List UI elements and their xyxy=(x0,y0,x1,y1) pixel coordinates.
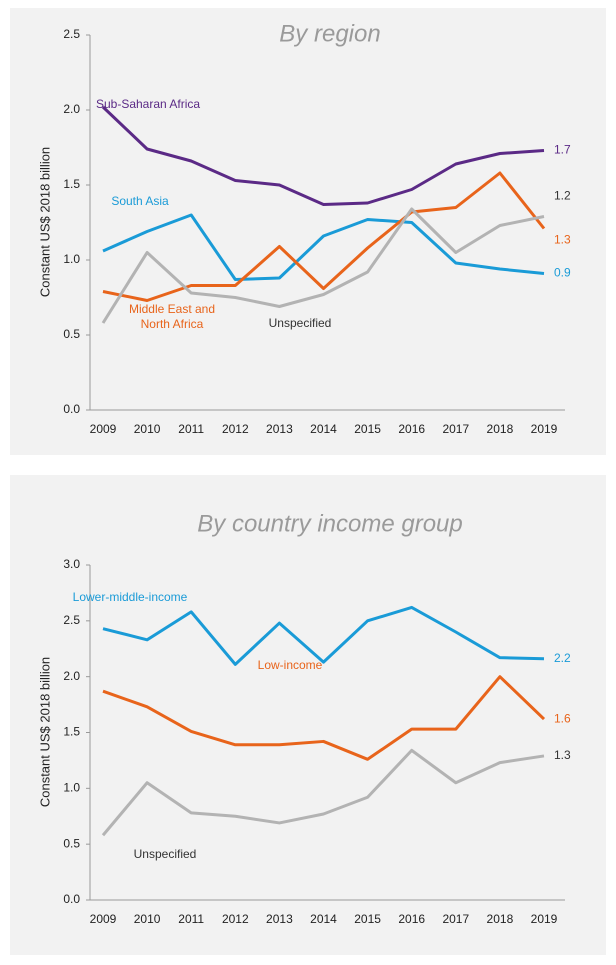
x-tick-label: 2012 xyxy=(222,422,249,436)
end-label: 1.3 xyxy=(554,748,571,762)
chart-title: By region xyxy=(279,20,380,47)
x-tick-label: 2009 xyxy=(90,912,117,926)
panel xyxy=(10,475,606,955)
x-tick-label: 2010 xyxy=(134,422,161,436)
y-axis-label: Constant US$ 2018 billion xyxy=(37,147,52,297)
end-label: 1.7 xyxy=(554,143,571,157)
end-label: 1.3 xyxy=(554,233,571,247)
y-tick-label: 2.0 xyxy=(63,102,80,116)
y-tick-label: 0.0 xyxy=(63,892,80,906)
x-tick-label: 2016 xyxy=(398,912,425,926)
series-line xyxy=(102,171,546,302)
x-tick-label: 2018 xyxy=(487,422,514,436)
x-tick-label: 2015 xyxy=(354,422,381,436)
x-tick-label: 2012 xyxy=(222,912,249,926)
series-line xyxy=(102,605,545,666)
panel xyxy=(10,8,606,455)
x-tick-label: 2019 xyxy=(531,912,558,926)
series-label: Sub-Saharan Africa xyxy=(96,97,200,111)
y-tick-label: 2.0 xyxy=(63,669,80,683)
end-label: 2.2 xyxy=(554,651,571,665)
x-tick-label: 2018 xyxy=(487,912,514,926)
series-label: South Asia xyxy=(111,194,169,208)
series-label: Middle East and North Africa xyxy=(129,302,215,331)
series-label: Unspecified xyxy=(134,847,197,861)
series-line xyxy=(101,748,545,837)
series-line xyxy=(101,207,545,324)
series-label: Lower-middle-income xyxy=(73,590,188,604)
x-tick-label: 2011 xyxy=(178,422,204,436)
y-tick-label: 0.5 xyxy=(63,836,80,850)
end-label: 0.9 xyxy=(554,266,571,280)
series-label: Unspecified xyxy=(269,316,332,330)
end-label: 1.2 xyxy=(554,189,571,203)
x-tick-label: 2015 xyxy=(354,912,381,926)
y-tick-label: 0.5 xyxy=(63,327,80,341)
series-line xyxy=(101,105,545,206)
y-tick-label: 0.0 xyxy=(63,402,80,416)
x-tick-label: 2016 xyxy=(398,422,425,436)
y-tick-label: 1.5 xyxy=(63,177,80,191)
x-tick-label: 2009 xyxy=(90,422,117,436)
y-tick-label: 1.5 xyxy=(63,725,80,739)
y-tick-label: 1.0 xyxy=(63,252,80,266)
x-tick-label: 2014 xyxy=(310,422,337,436)
end-label: 1.6 xyxy=(554,711,571,725)
x-tick-label: 2014 xyxy=(310,912,337,926)
y-tick-label: 1.0 xyxy=(63,781,80,795)
y-tick-label: 2.5 xyxy=(63,27,80,41)
series-line xyxy=(102,675,546,761)
x-tick-label: 2017 xyxy=(442,912,469,926)
y-tick-label: 3.0 xyxy=(63,557,80,571)
chart-title: By country income group xyxy=(197,510,462,537)
series-line xyxy=(102,213,545,281)
x-tick-label: 2013 xyxy=(266,422,293,436)
series-label: Low-income xyxy=(258,658,323,672)
x-tick-label: 2019 xyxy=(531,422,558,436)
y-axis-label: Constant US$ 2018 billion xyxy=(37,657,52,807)
x-tick-label: 2017 xyxy=(442,422,469,436)
y-tick-label: 2.5 xyxy=(63,613,80,627)
x-tick-label: 2011 xyxy=(178,912,204,926)
x-tick-label: 2013 xyxy=(266,912,293,926)
x-tick-label: 2010 xyxy=(134,912,161,926)
